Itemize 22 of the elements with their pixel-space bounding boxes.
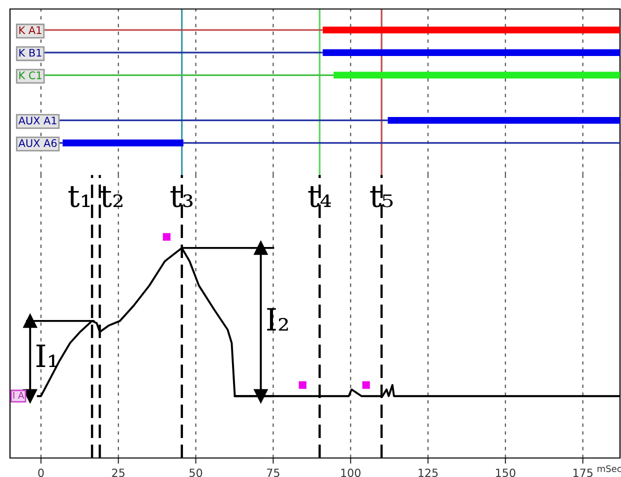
x-tick-label: 150 <box>496 468 516 477</box>
y-tick-label: AUX A1 <box>18 116 56 124</box>
x-tick-label: 50 <box>190 468 202 477</box>
ref-line-label: t₁ <box>68 186 90 208</box>
annotation: I₁ <box>36 344 57 368</box>
x-axis-title: mSec <box>598 465 621 472</box>
y-axis-title: I A <box>13 392 24 399</box>
y-tick-label: AUX A6 <box>18 139 57 148</box>
y-tick-label: K A1 <box>19 26 42 34</box>
x-tick-label: 175 <box>573 468 592 477</box>
x-tick-label: 75 <box>267 468 280 477</box>
ref-line-label: t₄ <box>308 186 331 208</box>
x-tick-label: 100 <box>341 468 360 477</box>
y-tick-label: K C1 <box>19 71 42 80</box>
x-tick-label: 25 <box>112 468 124 477</box>
annotation: I₂ <box>267 308 288 331</box>
y-tick-label: K B1 <box>19 48 42 57</box>
x-tick-label: 125 <box>418 468 438 477</box>
ref-line-label: t₂ <box>100 186 122 208</box>
ref-line-label: t₅ <box>370 186 393 208</box>
ref-line-label: t₃ <box>170 186 193 208</box>
x-tick-label: 0 <box>38 468 44 477</box>
